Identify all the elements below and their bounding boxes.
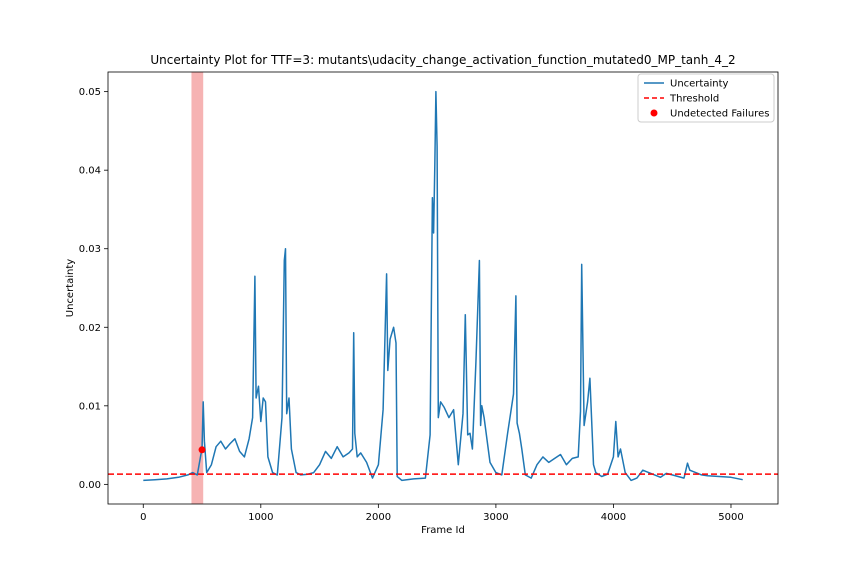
x-axis-label: Frame Id [421, 525, 465, 536]
x-tick-label: 5000 [718, 512, 743, 523]
y-tick-label: 0.00 [79, 480, 101, 491]
uncertainty-series-line [143, 90, 743, 482]
y-tick-label: 0.05 [79, 87, 101, 98]
axes-frame [107, 71, 779, 505]
x-tick-label: 2000 [366, 512, 391, 523]
y-axis-label: Uncertainty [65, 259, 76, 318]
legend: Uncertainty Threshold Undetected Failures [637, 73, 775, 123]
y-tick-label: 0.02 [79, 323, 101, 334]
x-tick-label: 1000 [248, 512, 273, 523]
legend-failure-marker [650, 109, 658, 117]
chart-title: Uncertainty Plot for TTF=3: mutants\udac… [150, 53, 735, 67]
x-tick-label: 4000 [601, 512, 626, 523]
plot-area: 0 1000 2000 3000 4000 5000 0.00 0.01 0.02 0.03 0.0… [79, 71, 779, 523]
failure-region [191, 72, 204, 504]
x-tick-label: 3000 [483, 512, 508, 523]
undetected-failure-point [198, 446, 206, 454]
legend-label: Uncertainty [670, 79, 729, 90]
legend-label: Undetected Failures [670, 109, 769, 120]
y-tick-label: 0.03 [79, 244, 101, 255]
legend-label: Threshold [669, 94, 719, 105]
x-tick-label: 0 [140, 512, 146, 523]
y-tick-label: 0.01 [79, 401, 101, 412]
y-tick-label: 0.04 [79, 166, 101, 177]
legend-box [637, 73, 775, 123]
